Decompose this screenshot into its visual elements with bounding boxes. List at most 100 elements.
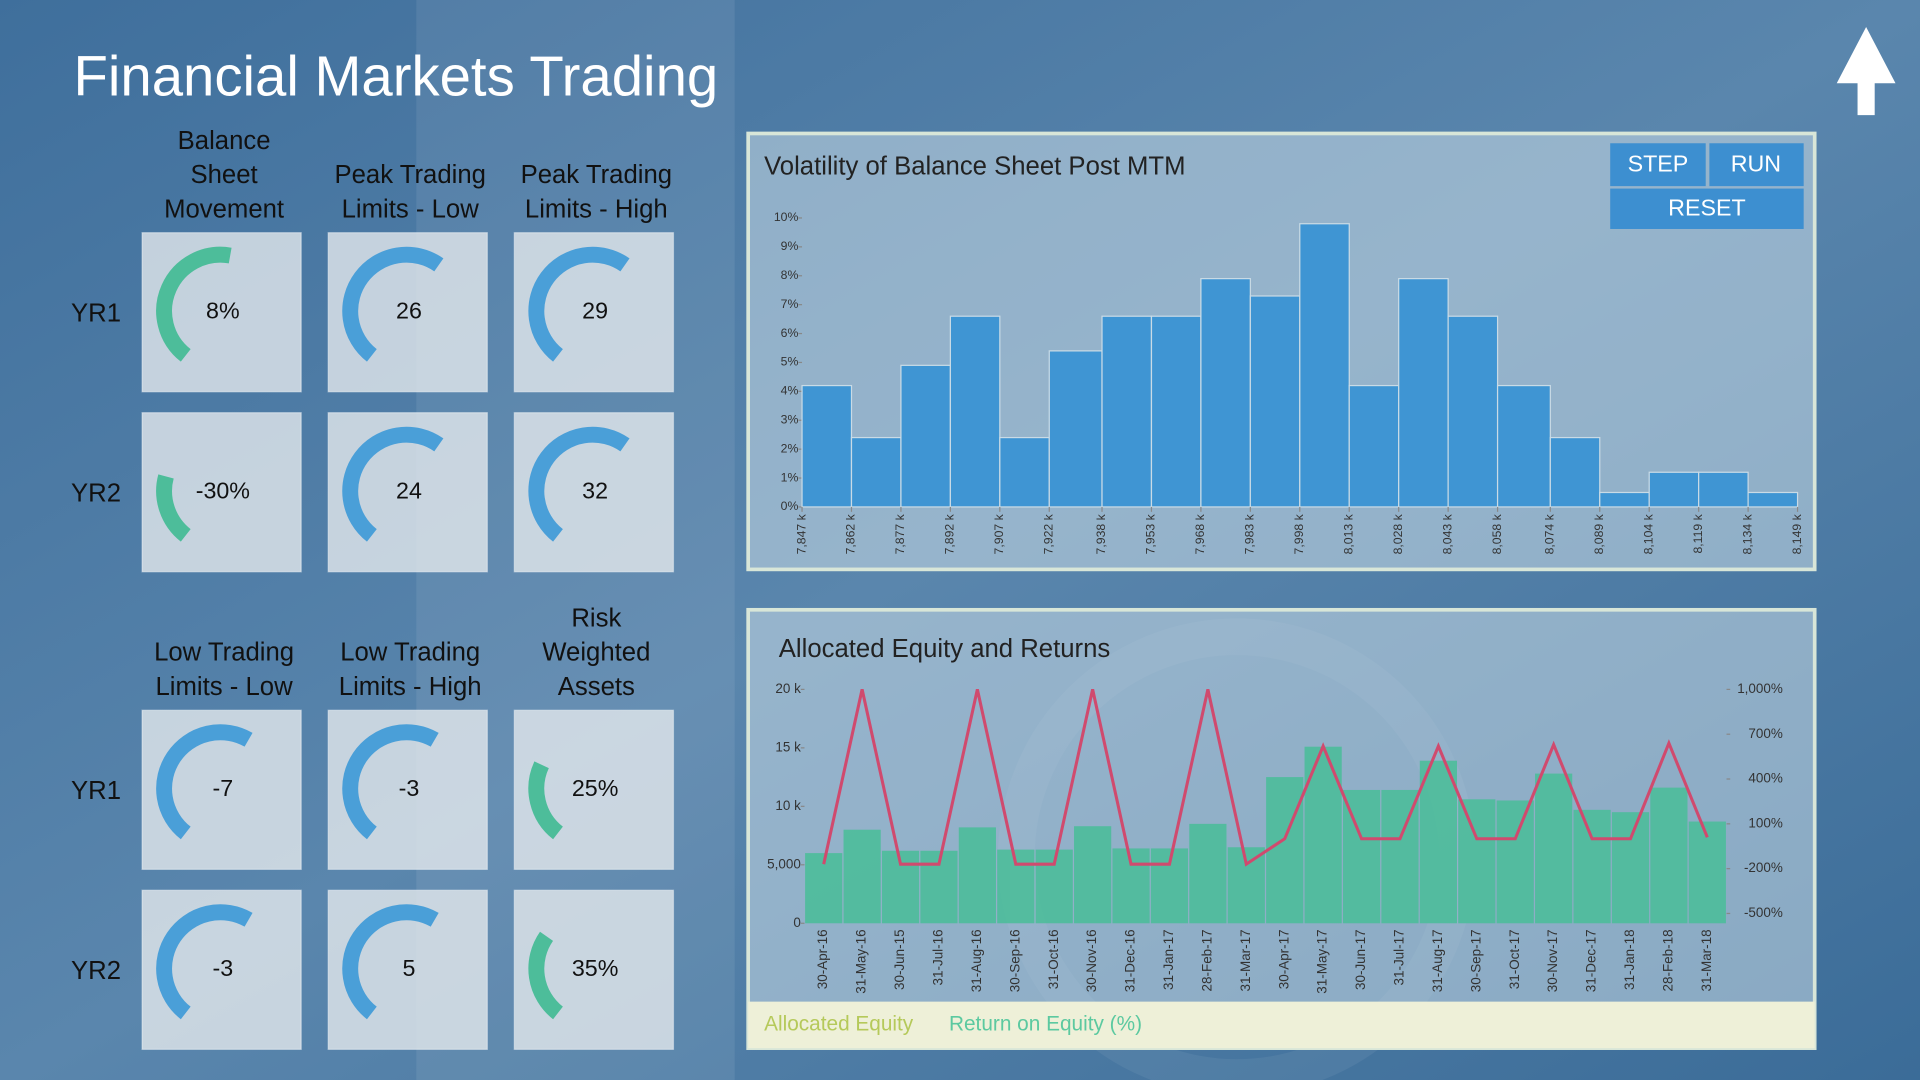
run-button-label[interactable]: RUN <box>1731 150 1781 176</box>
gauge-value: 35% <box>572 955 619 981</box>
y-tick-label: 3% <box>781 412 799 426</box>
reset-button[interactable] <box>1610 188 1804 229</box>
x-tick-label: 8,119 k <box>1691 513 1705 553</box>
chart-title: Allocated Equity and Returns <box>779 635 1110 663</box>
gauge-value: 32 <box>582 477 608 503</box>
x-tick-label: 8,089 k <box>1592 513 1606 554</box>
y-tick-label: 4% <box>781 384 799 398</box>
equity-bar <box>1304 746 1342 924</box>
x-tick-label: 31-Aug-17 <box>1430 929 1445 992</box>
gauge-column-header: Balance <box>178 127 271 155</box>
y-tick-label: 10 k <box>775 798 801 813</box>
histogram-bar <box>1249 295 1301 508</box>
y-tick-label: 2% <box>781 441 799 455</box>
equity-bar <box>1611 812 1650 924</box>
y-tick-label: 7% <box>781 297 799 311</box>
legend-strip <box>748 1001 1815 1049</box>
x-tick-label: 30-Nov-17 <box>1545 929 1560 992</box>
gauge-arc <box>342 246 444 362</box>
step-button-label[interactable]: STEP <box>1628 150 1689 176</box>
x-tick-label: 28-Feb-17 <box>1199 929 1214 991</box>
equity-bar <box>1688 821 1726 924</box>
equity-bar <box>1419 760 1457 924</box>
equity-bar <box>1496 800 1534 924</box>
equity-bar <box>1074 826 1112 924</box>
y-tick-label: 10% <box>774 210 799 224</box>
gauge-column-header: Risk <box>571 604 621 632</box>
run-button[interactable] <box>1709 143 1804 187</box>
histogram-bar <box>1150 315 1202 508</box>
histogram-bar <box>1200 278 1251 508</box>
x-tick-label: 30-Jun-15 <box>892 929 907 990</box>
gauge-column-header: Movement <box>164 195 284 223</box>
y2-tick-label: -500% <box>1744 905 1783 920</box>
equity-bar <box>1189 823 1227 924</box>
gauge-column-header: Low Trading <box>154 639 294 667</box>
legend-entry: Return on Equity (%) <box>949 1012 1142 1035</box>
gauge-value: 8% <box>206 297 240 323</box>
histogram-bar <box>1496 384 1551 508</box>
histogram-bar <box>949 315 1001 508</box>
equity-bar <box>1458 799 1496 924</box>
y-tick-label: 0 <box>793 915 800 930</box>
x-tick-label: 31-Dec-17 <box>1584 929 1599 992</box>
y-tick-label: 6% <box>781 326 799 340</box>
x-tick-label: 31-Dec-16 <box>1123 929 1138 992</box>
gauge-column-header: Assets <box>558 673 635 701</box>
gauge-column-header: Limits - High <box>525 195 668 223</box>
gauge-arc <box>156 474 191 542</box>
gauge-column-header: Peak Trading <box>521 161 672 189</box>
x-tick-label: 8,104 k <box>1641 513 1655 554</box>
x-tick-label: 31-Jul-16 <box>931 929 946 985</box>
x-tick-label: 30-Apr-16 <box>815 929 830 989</box>
gauge-arc <box>156 724 253 840</box>
gauge-column-header: Limits - High <box>339 673 482 701</box>
x-tick-label: 31-Jan-17 <box>1161 929 1176 990</box>
x-tick-label: 7,983 k <box>1243 513 1257 554</box>
gauge-column-header: Weighted <box>542 639 650 667</box>
step-button[interactable] <box>1610 143 1706 187</box>
equity-bar <box>1266 777 1304 924</box>
gauge-value: 29 <box>582 297 608 323</box>
x-tick-label: 8,074 k <box>1543 513 1557 554</box>
scroll-up-arrow[interactable] <box>1836 26 1896 116</box>
x-tick-label: 30-Sep-17 <box>1468 929 1483 992</box>
histogram-bar <box>1299 223 1350 508</box>
gauge-column-header: Limits - Low <box>156 673 294 701</box>
histogram-bar <box>900 364 951 508</box>
x-tick-label: 30-Nov-16 <box>1084 929 1099 992</box>
gauge-row-label: YR2 <box>71 479 121 507</box>
histogram-bar <box>1101 315 1153 508</box>
equity-bar <box>1535 773 1573 924</box>
y-tick-label: 1% <box>781 470 799 484</box>
gauge-arc <box>156 904 253 1020</box>
y-tick-label: 15 k <box>775 739 801 754</box>
y-tick-label: 5,000 <box>767 856 801 871</box>
x-tick-label: 7,877 k <box>893 513 907 554</box>
x-tick-label: 31-Oct-17 <box>1507 929 1522 989</box>
gauge-row-label: YR1 <box>71 777 121 805</box>
gauge-column-header: Peak Trading <box>334 161 485 189</box>
return-line <box>822 689 1709 867</box>
gauge-arc <box>342 426 444 542</box>
x-tick-label: 8,134 k <box>1740 513 1754 554</box>
gauge-arc <box>528 426 630 542</box>
gauge-value: 26 <box>396 297 422 323</box>
histogram-bar <box>850 436 902 508</box>
y-tick-label: 5% <box>781 355 799 369</box>
x-tick-label: 8,149 k <box>1790 513 1804 554</box>
histogram-bar <box>999 436 1050 508</box>
x-tick-label: 8,058 k <box>1490 513 1504 554</box>
x-tick-label: 28-Feb-18 <box>1660 929 1675 991</box>
gauge-column-header: Sheet <box>190 161 257 189</box>
gauge-value: -30% <box>196 477 250 503</box>
equity-bar <box>1573 809 1611 924</box>
x-tick-label: 31-Mar-18 <box>1699 929 1714 991</box>
reset-button-label[interactable]: RESET <box>1668 195 1746 221</box>
histogram-bar <box>1698 471 1749 508</box>
legend-entry: Allocated Equity <box>764 1012 914 1035</box>
x-tick-label: 7,953 k <box>1144 513 1158 554</box>
gauge-row-label: YR1 <box>71 299 121 327</box>
